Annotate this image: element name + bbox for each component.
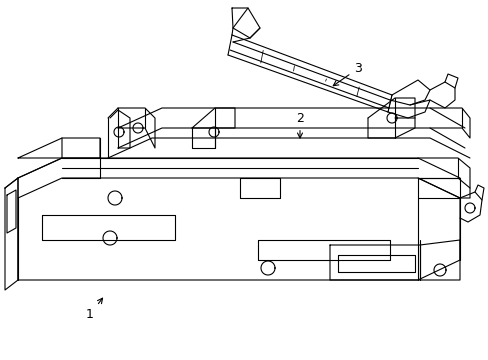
Text: 2: 2 — [295, 112, 304, 138]
Text: 3: 3 — [333, 62, 361, 86]
Text: 1: 1 — [86, 298, 102, 321]
